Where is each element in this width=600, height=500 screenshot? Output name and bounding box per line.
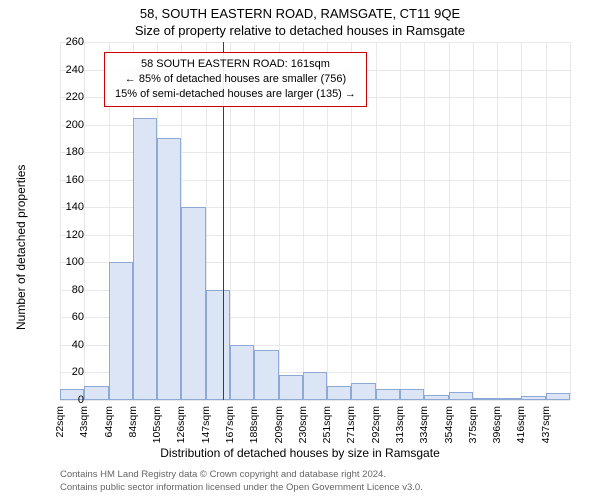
gridline-v [473,42,474,400]
x-tick-label: 334sqm [418,406,430,443]
x-tick-label: 313sqm [394,406,406,443]
histogram-bar [133,118,157,400]
annotation-line-2: ← 85% of detached houses are smaller (75… [115,72,356,87]
page-title: 58, SOUTH EASTERN ROAD, RAMSGATE, CT11 9… [0,0,600,21]
histogram-bar [351,383,375,400]
x-tick-label: 126sqm [175,406,187,443]
x-tick-label: 64sqm [103,406,115,438]
histogram-bar [303,372,327,400]
gridline-v [376,42,377,400]
y-tick-label: 240 [44,64,84,76]
x-tick-label: 292sqm [370,406,382,443]
y-tick-label: 60 [44,311,84,323]
histogram-bar [376,389,400,400]
x-tick-label: 22sqm [54,406,66,438]
y-tick-label: 220 [44,91,84,103]
y-tick-label: 260 [44,36,84,48]
y-tick-label: 100 [44,256,84,268]
gridline-v [546,42,547,400]
footer-line-1: Contains HM Land Registry data © Crown c… [60,469,423,481]
chart-subtitle: Size of property relative to detached ho… [0,21,600,38]
gridline-v [570,42,571,400]
gridline-v [400,42,401,400]
x-tick-label: 147sqm [200,406,212,443]
y-tick-label: 0 [44,394,84,406]
gridline-v [449,42,450,400]
histogram-bar [230,345,254,400]
x-tick-label: 251sqm [321,406,333,443]
y-tick-label: 80 [44,284,84,296]
histogram-bar [521,396,545,400]
chart-container: 58, SOUTH EASTERN ROAD, RAMSGATE, CT11 9… [0,0,600,500]
histogram-bar [181,207,205,400]
annotation-box: 58 SOUTH EASTERN ROAD: 161sqm ← 85% of d… [104,52,367,107]
footer-line-2: Contains public sector information licen… [60,482,423,494]
gridline-v [521,42,522,400]
gridline-v [84,42,85,400]
gridline-v [424,42,425,400]
y-tick-label: 40 [44,339,84,351]
x-tick-label: 271sqm [345,406,357,443]
histogram-bar [449,392,473,400]
histogram-bar [424,395,448,401]
histogram-bar [327,386,351,400]
x-tick-label: 396sqm [491,406,503,443]
gridline-v [497,42,498,400]
histogram-bar [109,262,133,400]
y-tick-label: 20 [44,366,84,378]
y-tick-label: 180 [44,146,84,158]
x-tick-label: 167sqm [224,406,236,443]
histogram-bar [206,290,230,400]
x-tick-label: 437sqm [540,406,552,443]
x-tick-label: 84sqm [127,406,139,438]
histogram-bar [254,350,278,400]
y-tick-label: 140 [44,201,84,213]
x-tick-label: 230sqm [297,406,309,443]
x-tick-label: 209sqm [273,406,285,443]
gridline-h [60,400,570,401]
histogram-bar [157,138,181,400]
x-axis-label: Distribution of detached houses by size … [0,446,600,460]
y-tick-label: 200 [44,119,84,131]
footer: Contains HM Land Registry data © Crown c… [60,469,423,494]
histogram-bar [400,389,424,400]
annotation-line-3: 15% of semi-detached houses are larger (… [115,87,356,102]
histogram-bar [279,375,303,400]
gridline-h [60,42,570,43]
histogram-bar [473,398,497,400]
x-tick-label: 354sqm [443,406,455,443]
x-tick-label: 43sqm [78,406,90,438]
histogram-bar [497,398,521,400]
y-axis-label: Number of detached properties [14,165,28,330]
y-tick-label: 160 [44,174,84,186]
x-tick-label: 105sqm [151,406,163,443]
histogram-bar [84,386,108,400]
y-tick-label: 120 [44,229,84,241]
x-tick-label: 188sqm [248,406,260,443]
histogram-bar [546,393,570,400]
annotation-line-1: 58 SOUTH EASTERN ROAD: 161sqm [115,57,356,72]
x-tick-label: 416sqm [515,406,527,443]
x-tick-label: 375sqm [467,406,479,443]
